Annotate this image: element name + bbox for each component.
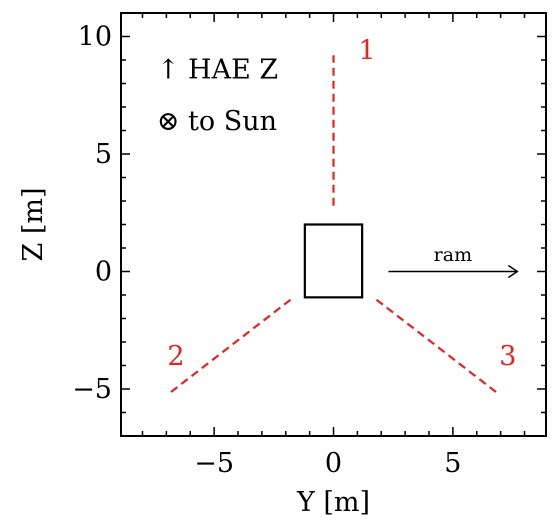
y-axis-label: Z [m] (18, 187, 49, 261)
x-axis-label: Y [m] (296, 487, 370, 518)
y-tick-label: −5 (72, 374, 112, 405)
y-tick-label: 0 (95, 257, 112, 288)
x-tick-label: 0 (325, 448, 342, 479)
hae-z-annotation: ↑ HAE Z (157, 54, 278, 85)
boom-label-1: 1 (358, 36, 375, 67)
ram-arrow-head (507, 264, 519, 279)
to-sun-annotation: ⊗ to Sun (157, 106, 277, 137)
x-tick-label: −5 (194, 448, 234, 479)
y-tick-label: 5 (95, 139, 112, 170)
ram-label: ram (434, 244, 472, 266)
y-tick-label: 10 (78, 22, 112, 53)
boom-label-2: 2 (167, 341, 184, 372)
axis-tick-labels: −5 0 5 −5 0 5 10 (72, 22, 461, 480)
x-tick-label: 5 (444, 448, 461, 479)
spacecraft-body (303, 223, 364, 299)
boom-3 (375, 298, 499, 395)
boom-label-3: 3 (499, 341, 516, 372)
plot-marks: 1 2 3 (167, 36, 519, 395)
axis-ticks (121, 12, 546, 437)
boom-2 (168, 298, 292, 395)
